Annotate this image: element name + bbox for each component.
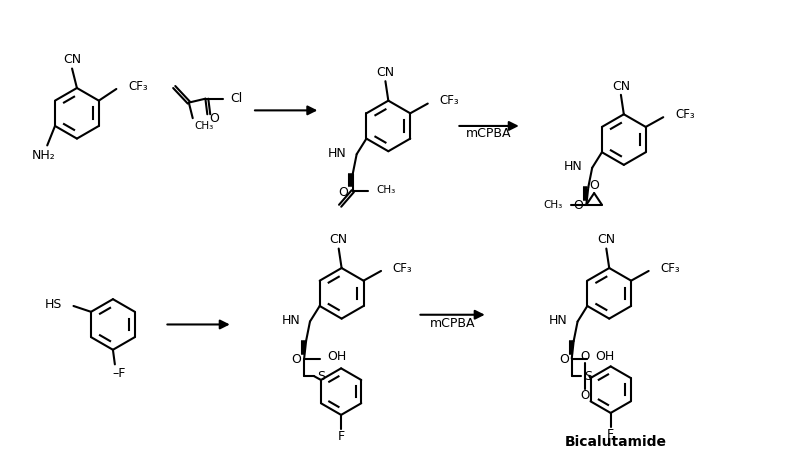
Text: F: F — [607, 428, 614, 441]
Text: –F: –F — [112, 367, 126, 380]
Text: CN: CN — [63, 53, 81, 66]
Text: CF₃: CF₃ — [675, 108, 694, 121]
Text: Bicalutamide: Bicalutamide — [565, 435, 666, 449]
Text: O: O — [209, 112, 219, 125]
Text: OH: OH — [327, 350, 346, 363]
Text: HN: HN — [564, 160, 582, 173]
Text: O: O — [574, 199, 583, 212]
Text: CH₃: CH₃ — [376, 185, 395, 195]
Text: CH₃: CH₃ — [194, 121, 214, 131]
Text: CN: CN — [376, 66, 394, 79]
Text: S: S — [584, 369, 592, 382]
Text: CN: CN — [598, 233, 615, 246]
Text: CH₃: CH₃ — [544, 200, 563, 210]
Text: HN: HN — [549, 314, 568, 327]
Text: Cl: Cl — [230, 92, 243, 105]
Text: CN: CN — [612, 80, 630, 93]
Text: HN: HN — [282, 314, 300, 327]
Text: CF₃: CF₃ — [439, 94, 459, 107]
Text: NH₂: NH₂ — [31, 148, 55, 162]
Text: CF₃: CF₃ — [128, 80, 148, 93]
Text: O: O — [291, 353, 302, 366]
Text: OH: OH — [595, 350, 614, 363]
Text: O: O — [338, 185, 348, 198]
Text: O: O — [581, 350, 590, 363]
Text: CN: CN — [330, 233, 348, 246]
Text: S: S — [317, 369, 325, 382]
Text: CF₃: CF₃ — [660, 261, 680, 274]
Text: mCPBA: mCPBA — [430, 317, 475, 330]
Text: O: O — [589, 179, 599, 192]
Text: HS: HS — [45, 297, 62, 310]
Text: O: O — [559, 353, 569, 366]
Text: O: O — [581, 389, 590, 402]
Text: CF₃: CF₃ — [393, 261, 412, 274]
Text: F: F — [338, 430, 345, 443]
Text: mCPBA: mCPBA — [466, 127, 511, 140]
Text: HN: HN — [328, 147, 347, 160]
